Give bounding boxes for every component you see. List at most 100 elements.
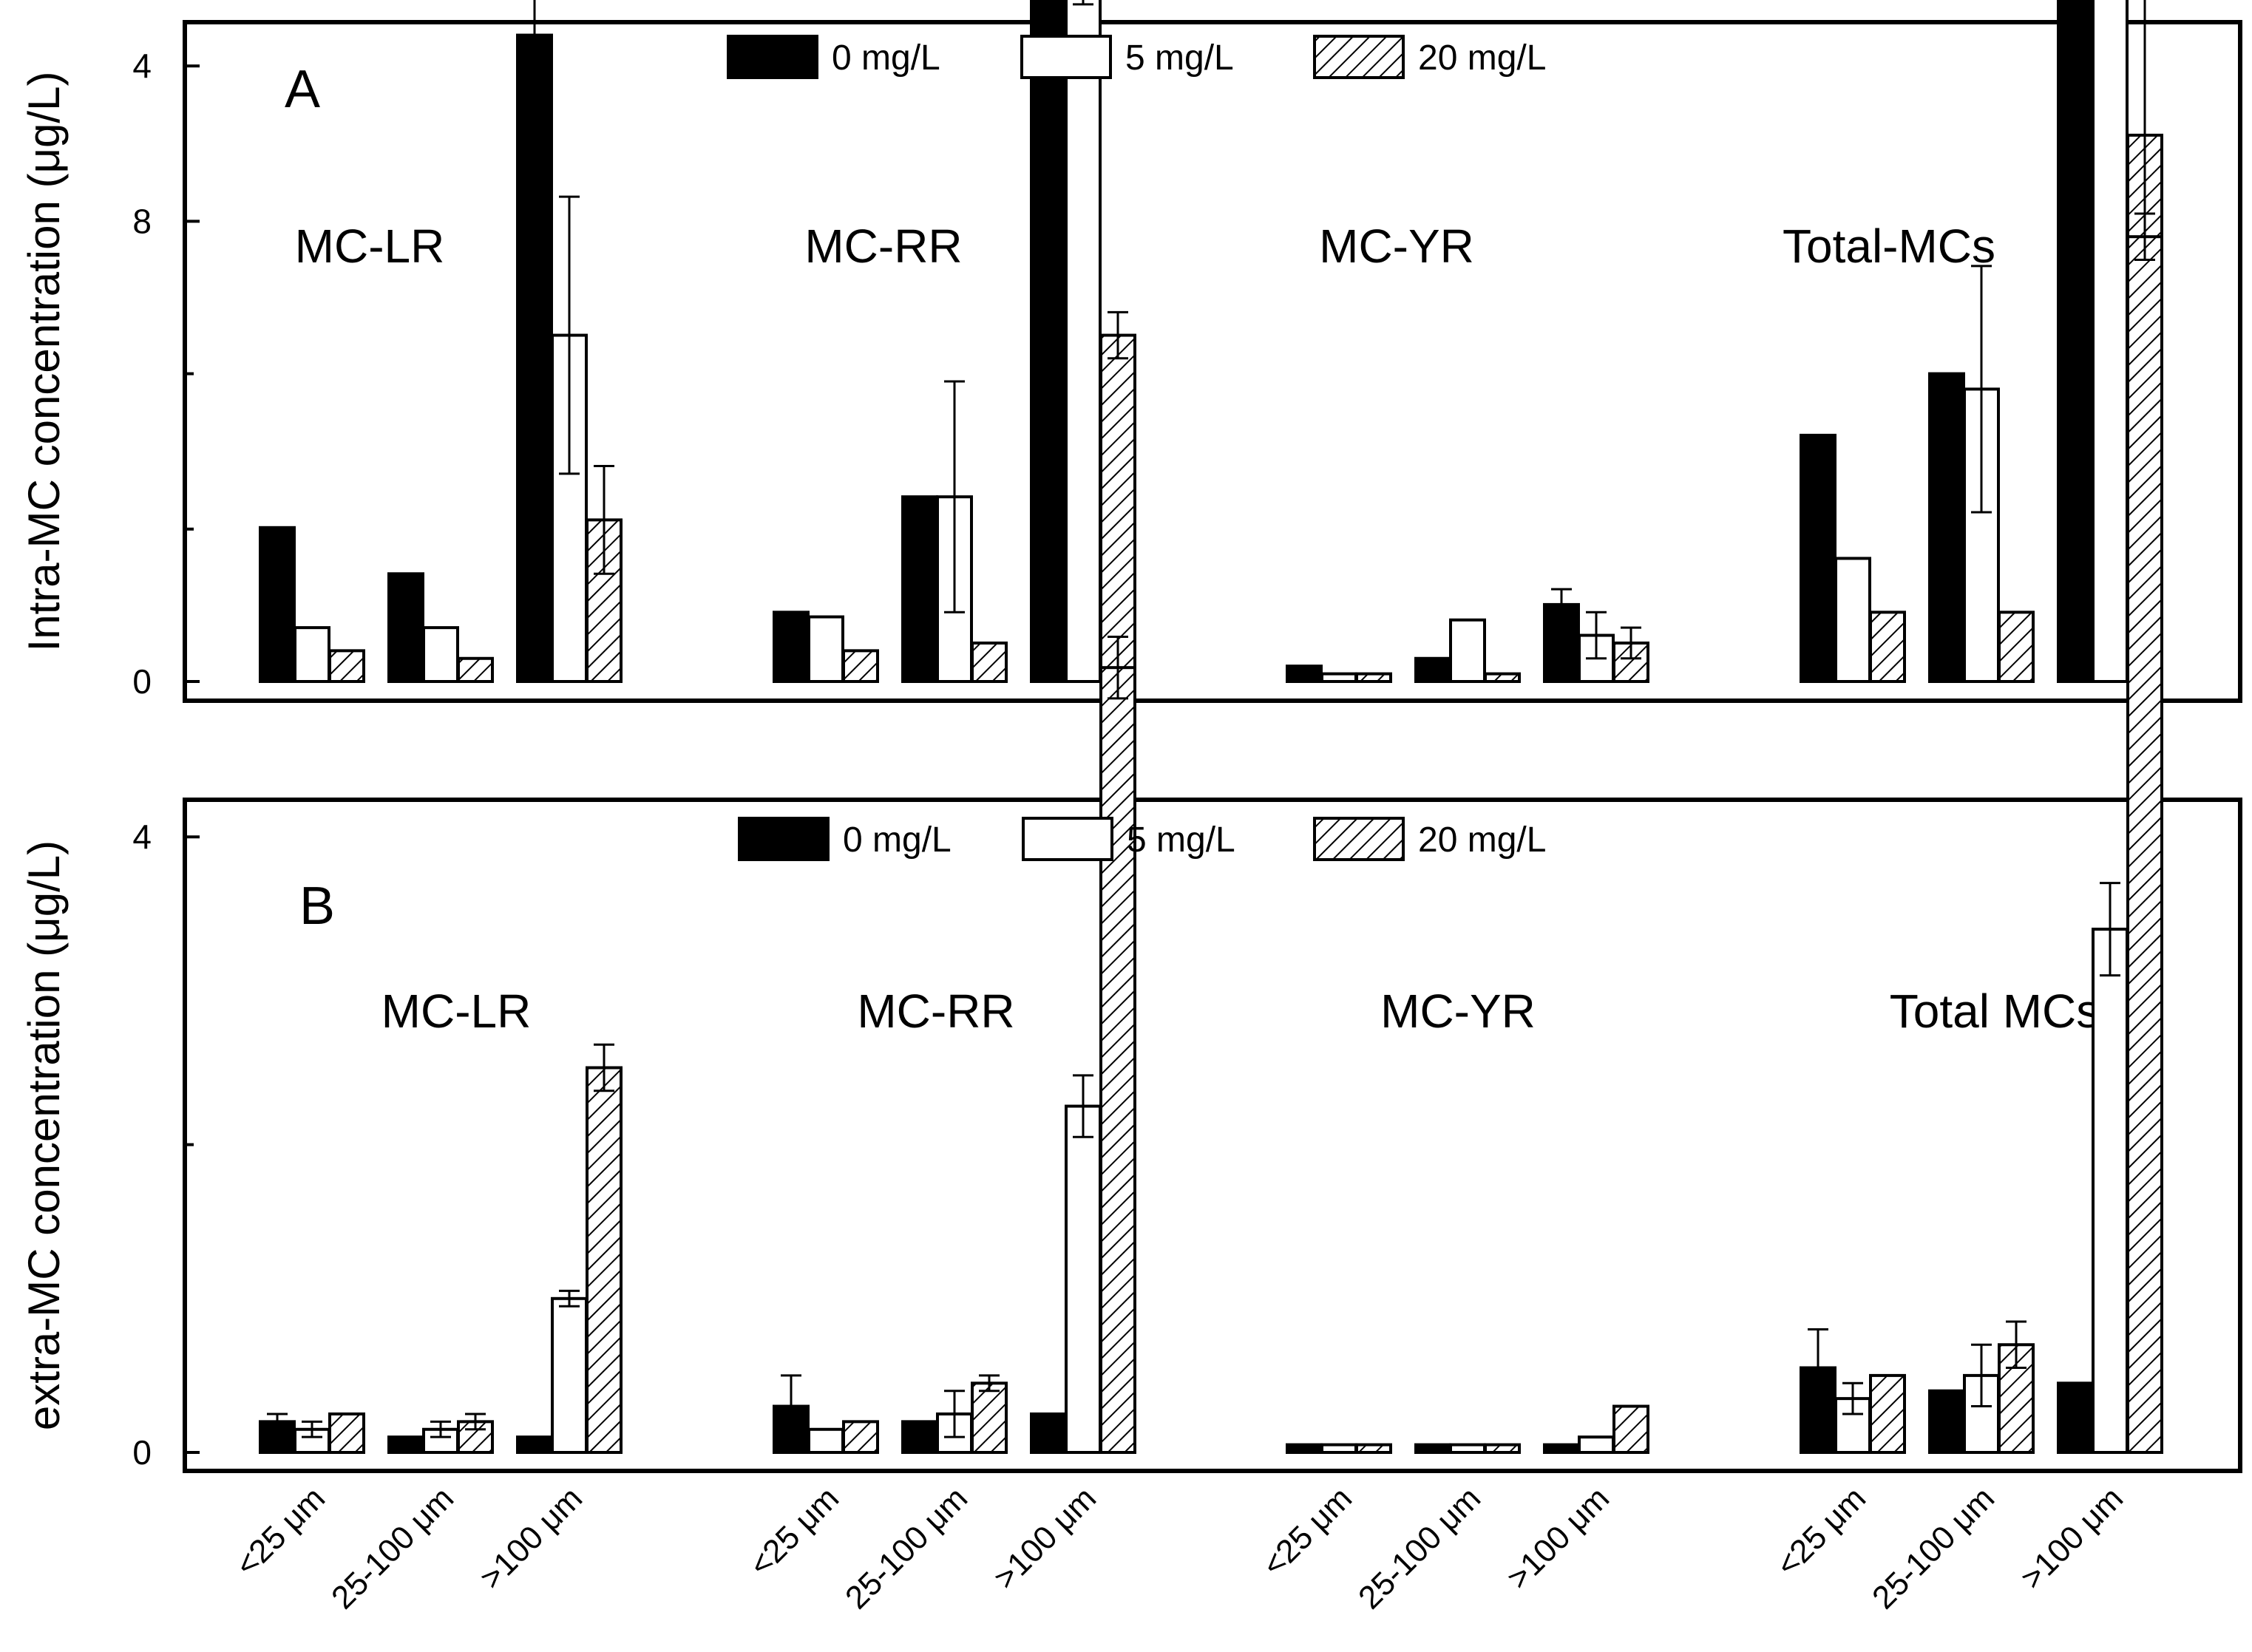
legend-swatch-white: [1020, 35, 1112, 79]
legend-swatch-black: [738, 817, 830, 861]
panel-a-bar: [328, 649, 365, 683]
legend-label: 20 mg/L: [1418, 38, 1546, 78]
panel-a-bar: [807, 615, 844, 684]
panel-b-bar: [516, 1435, 553, 1455]
panel-a-y-tick-label: 0: [132, 662, 152, 701]
panel-a-bar: [1414, 656, 1451, 684]
legend-label: 5 mg/L: [1125, 38, 1234, 78]
panel-b-bar: [328, 1412, 365, 1454]
panel-b-bar: [1869, 1373, 1906, 1455]
panel-b-bar: [1355, 1443, 1392, 1454]
panel-a-bar: [294, 626, 330, 684]
panel-a-bar: [387, 572, 424, 684]
panel-a-bar: [773, 611, 810, 683]
panel-a-bar: [1869, 611, 1906, 683]
panel-b-bar: [2057, 1381, 2094, 1455]
panel-b-bar: [842, 1420, 879, 1454]
panel-b-bar: [1320, 1443, 1357, 1454]
panel-a-bar: [1928, 372, 1965, 683]
panel-b-y-tick-label: 4: [132, 817, 152, 856]
panel-b-group-label: Total MCs: [1890, 985, 2100, 1038]
panel-a-group-labels: MC-LR MC-RR MC-YR Total-MCs: [295, 220, 1995, 273]
panel-b-bar: [1099, 666, 1136, 1454]
panel-b-bar: [387, 1435, 424, 1455]
panel-b-bar: [551, 1296, 588, 1455]
panel-b-bar: [971, 1381, 1008, 1455]
panel-b-bars: [259, 212, 2163, 1455]
panel-a-bar: [1286, 664, 1323, 683]
panel-a-group-label: MC-LR: [295, 220, 445, 273]
panel-b-group-labels: MC-LR MC-RR MC-YR Total MCs: [381, 985, 2100, 1038]
panel-a-y-axis-title: Intra-MC concentration (μg/L): [19, 72, 69, 652]
panel-b-bar: [1030, 1412, 1067, 1454]
panel-a-group-label: Total-MCs: [1783, 220, 1995, 273]
x-category-label: >100 μm: [473, 1480, 589, 1596]
panel-a-legend: 0 mg/L 5 mg/L 20 mg/L: [727, 35, 1546, 79]
legend-swatch-hatch: [1313, 35, 1405, 79]
panel-b-bar: [2126, 235, 2163, 1455]
panel-a-bar: [1834, 557, 1871, 683]
panel-b-bar: [1578, 1435, 1615, 1455]
x-category-label: <25 μm: [1769, 1480, 1873, 1583]
x-category-label: <25 μm: [1255, 1480, 1359, 1583]
panel-b-frame: [183, 798, 2242, 1473]
panel-a-letter: A: [285, 60, 320, 119]
panel-b-group-label: MC-YR: [1380, 985, 1536, 1038]
panel-b-bar: [586, 1066, 623, 1454]
panel-a: A Intra-MC concentration (μg/L) 0481216 …: [19, 0, 2242, 703]
panel-a-bar: [1030, 0, 1067, 683]
panel-a-bar: [971, 641, 1008, 684]
panel-a-group-label: MC-RR: [804, 220, 962, 273]
x-category-label: 25-100 μm: [325, 1480, 461, 1616]
panel-a-bar: [1998, 611, 2035, 683]
panel-b-bar: [1543, 1443, 1580, 1454]
legend-label: 5 mg/L: [1127, 820, 1235, 860]
panel-b-y-axis-title: extra-MC concentration (μg/L): [19, 840, 69, 1430]
panel-b-bar: [1065, 1104, 1102, 1455]
x-category-label: <25 μm: [742, 1480, 846, 1583]
panel-a-bar: [842, 649, 879, 683]
panel-b-y-tick-label: 8: [132, 202, 152, 240]
panel-a-bar: [1449, 618, 1486, 683]
legend-label: 0 mg/L: [832, 38, 940, 78]
panel-b-bar: [1928, 1389, 1965, 1454]
legend-swatch-white: [1022, 817, 1113, 861]
panel-b-group-label: MC-LR: [381, 985, 532, 1038]
panel-b-bar: [1286, 1443, 1323, 1454]
panel-b-bar: [1449, 1443, 1486, 1454]
x-category-label: 25-100 μm: [838, 1480, 974, 1616]
panel-a-bar: [1355, 672, 1392, 684]
panel-a-bars: [259, 0, 2163, 684]
x-category-label: 25-100 μm: [1351, 1480, 1488, 1616]
panel-a-bar: [1484, 672, 1521, 684]
x-category-label: 25-100 μm: [1865, 1480, 2001, 1616]
panel-a-bar: [1065, 0, 1102, 683]
panel-b-y-tick-label: 0: [132, 1433, 152, 1472]
panel-a-y-axis: 0481216: [132, 47, 200, 701]
panel-b-group-label: MC-RR: [857, 985, 1014, 1038]
panel-a-bar: [1800, 433, 1836, 683]
panel-a-frame: [183, 20, 2242, 703]
legend-swatch-hatch: [1313, 817, 1405, 861]
panel-b: B extra-MC concentration (μg/L) 0481216 …: [19, 202, 2242, 1473]
panel-a-bar: [901, 495, 938, 683]
legend-swatch-black: [727, 35, 818, 79]
panel-a-bar: [2057, 0, 2094, 683]
panel-a-bar: [1320, 672, 1357, 684]
panel-a-y-tick-label: 4: [132, 47, 152, 85]
panel-a-bar: [259, 526, 296, 683]
panel-b-bar: [1612, 1404, 1649, 1455]
x-category-label: <25 μm: [228, 1480, 332, 1583]
x-category-label: >100 μm: [987, 1480, 1103, 1596]
panel-b-letter: B: [299, 877, 335, 936]
panel-b-bar: [1484, 1443, 1521, 1454]
legend-label: 0 mg/L: [843, 820, 952, 860]
panel-b-bar: [1414, 1443, 1451, 1454]
panel-b-legend: 0 mg/L 5 mg/L 20 mg/L: [738, 817, 1546, 861]
panel-a-bar: [2092, 0, 2129, 683]
x-category-label: >100 μm: [1500, 1480, 1616, 1596]
panel-a-group-label: MC-YR: [1319, 220, 1474, 273]
panel-a-bar: [457, 656, 494, 684]
